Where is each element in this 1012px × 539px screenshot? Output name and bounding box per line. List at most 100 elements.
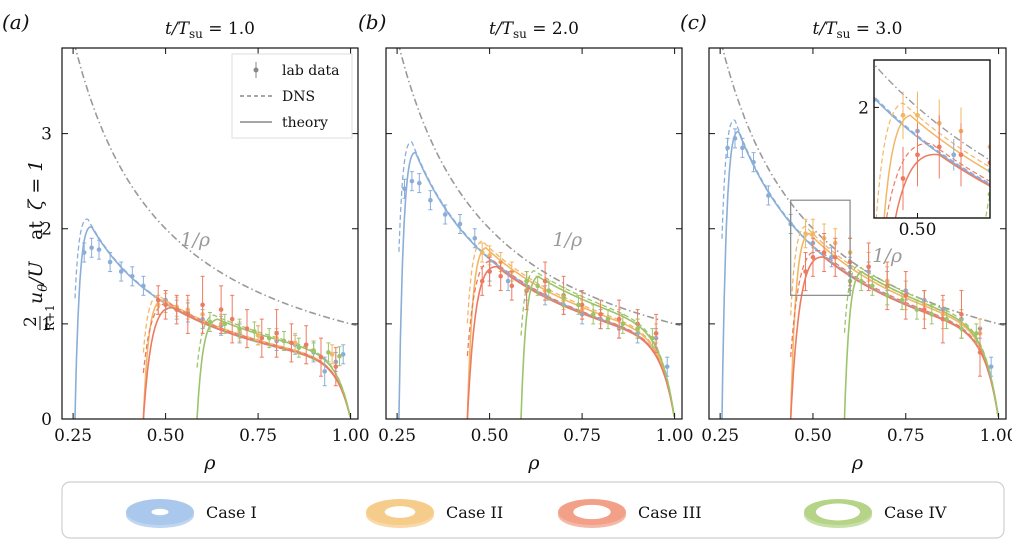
data-point-case-III xyxy=(163,303,168,308)
legend-label: DNS xyxy=(282,89,315,105)
data-point-case-I xyxy=(740,146,745,151)
data-point-case-I xyxy=(130,274,135,279)
data-point-case-IV xyxy=(208,320,213,325)
panel-title: t/Tsu = 2.0 xyxy=(489,19,579,41)
data-point-case-IV xyxy=(870,284,875,289)
data-point-case-III xyxy=(487,269,492,274)
data-point-case-III xyxy=(866,264,871,269)
x-tick-label: 0.75 xyxy=(239,426,277,446)
annulus-hole xyxy=(816,504,860,521)
data-point-case-II xyxy=(811,231,816,236)
data-point-case-I xyxy=(473,236,478,241)
data-point-case-IV xyxy=(900,298,905,303)
data-point-case-I xyxy=(402,186,407,191)
y-tick-label: 0 xyxy=(41,410,52,430)
case-label: Case II xyxy=(446,503,503,522)
data-point-case-III xyxy=(289,341,294,346)
data-point-case-IV xyxy=(859,279,864,284)
data-point-case-III xyxy=(903,293,908,298)
data-point-case-IV xyxy=(944,317,949,322)
data-point-case-IV xyxy=(297,345,302,350)
data-point-case-I xyxy=(725,146,730,151)
data-point-case-I xyxy=(458,222,463,227)
data-point-case-III xyxy=(811,255,816,260)
data-point-case-IV xyxy=(524,279,529,284)
data-point-case-IV xyxy=(915,307,920,312)
data-point-case-III xyxy=(156,298,161,303)
plot-area xyxy=(386,0,681,419)
x-tick-label: 0.25 xyxy=(701,426,739,446)
series-legend: lab dataDNStheory xyxy=(232,54,352,138)
data-point-case-IV xyxy=(621,322,626,327)
panel-letter: (a) xyxy=(2,10,30,34)
data-point-case-IV xyxy=(337,354,342,359)
data-point-case-III xyxy=(274,331,279,336)
x-axis-label: ρ xyxy=(527,452,540,474)
data-point-case-IV xyxy=(929,312,934,317)
data-point-case-I xyxy=(410,179,415,184)
data-point-case-I xyxy=(97,247,102,252)
data-point-case-III xyxy=(833,255,838,260)
annulus-hole xyxy=(573,505,610,519)
data-point-case-I xyxy=(428,198,433,203)
data-point-case-I xyxy=(119,269,124,274)
data-point-case-IV xyxy=(650,336,655,341)
ylabel-main: uθ/U xyxy=(25,261,51,304)
case-legend-item: Case II xyxy=(366,499,503,528)
theory-line-case-III xyxy=(467,267,674,419)
dns-line-case-I xyxy=(75,219,350,417)
x-tick-label: 1.00 xyxy=(980,426,1012,446)
data-point-case-I xyxy=(443,212,448,217)
panel-letter: (c) xyxy=(680,10,707,34)
data-point-case-IV xyxy=(635,326,640,331)
data-point-case-I xyxy=(733,136,738,141)
panel-title: t/Tsu = 1.0 xyxy=(165,19,255,41)
data-point-case-III xyxy=(480,279,485,284)
data-point-case-I xyxy=(989,364,994,369)
case-label: Case III xyxy=(638,503,702,522)
y-tick-label: 2 xyxy=(41,220,52,240)
data-point-case-IV xyxy=(959,326,964,331)
case-label: Case I xyxy=(206,503,257,522)
data-point-case-IV xyxy=(252,329,257,334)
case-label: Case IV xyxy=(884,503,947,522)
data-point-case-IV xyxy=(282,339,287,344)
data-point-case-III xyxy=(304,343,309,348)
data-point-case-III xyxy=(598,312,603,317)
data-point-case-III xyxy=(260,336,265,341)
x-tick-label: 0.50 xyxy=(471,426,509,446)
theory-line-case-III xyxy=(791,257,998,419)
data-point-case-I xyxy=(89,245,94,250)
data-point-case-I xyxy=(506,279,511,284)
data-point-case-IV xyxy=(311,348,316,353)
inset-data-point xyxy=(901,113,906,118)
case-legend-item: Case III xyxy=(558,499,702,528)
inset-data-point xyxy=(915,152,920,157)
inset-data-point xyxy=(959,152,964,157)
panel-title: t/Tsu = 3.0 xyxy=(813,19,903,41)
data-point-case-III xyxy=(334,364,339,369)
panel-c: 0.25 0.50 0.75 1.00 ρ t/Tsu = 3.0 (c) 1/ρ 0.50 2 xyxy=(680,0,1012,474)
data-point-case-IV xyxy=(267,336,272,341)
data-point-case-IV xyxy=(547,288,552,293)
data-point-case-IV xyxy=(606,317,611,322)
data-point-case-III xyxy=(922,307,927,312)
data-point-case-III xyxy=(186,312,191,317)
data-point-case-I xyxy=(665,364,670,369)
data-point-case-I xyxy=(766,193,771,198)
data-point-case-III xyxy=(803,269,808,274)
legend-marker xyxy=(254,68,259,73)
data-point-case-I xyxy=(417,181,422,186)
data-point-case-I xyxy=(82,250,87,255)
reference-curve-1-over-rho xyxy=(386,0,681,325)
annotation-1-over-rho: 1/ρ xyxy=(180,229,210,251)
x-tick-label: 0.75 xyxy=(887,426,925,446)
data-point-case-III xyxy=(174,307,179,312)
x-tick-label: 0.50 xyxy=(794,426,832,446)
data-point-case-III xyxy=(510,284,515,289)
data-point-case-II xyxy=(803,231,808,236)
x-tick-label: 0.50 xyxy=(147,426,185,446)
reference-curve-1-over-rho xyxy=(62,0,357,325)
data-point-case-IV xyxy=(974,331,979,336)
annulus-hole xyxy=(152,509,169,516)
